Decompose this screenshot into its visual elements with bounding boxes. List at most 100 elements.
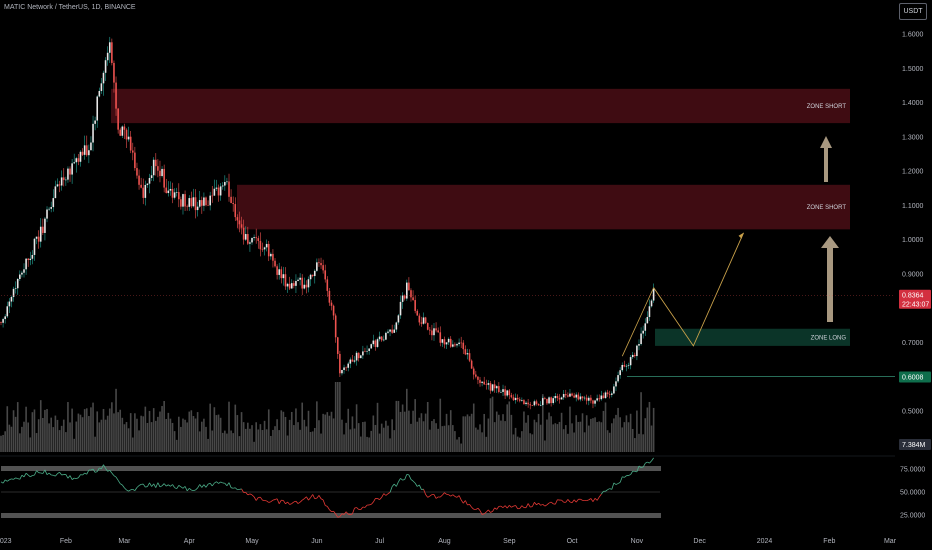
volume-bar — [533, 419, 536, 452]
rsi-segment — [205, 483, 209, 488]
rsi-segment — [369, 504, 372, 506]
rsi-segment — [174, 487, 177, 490]
rsi-segment — [630, 470, 634, 475]
volume-bar — [537, 413, 540, 452]
rsi-segment — [325, 505, 328, 507]
rsi-segment — [155, 482, 159, 488]
volume-bar — [600, 422, 603, 452]
rsi-segment — [107, 469, 110, 472]
volume-bar — [25, 406, 27, 452]
rsi-segment — [628, 474, 631, 476]
last-price-tag-text-0: 0.8364 — [902, 293, 924, 300]
candle-body — [372, 340, 375, 345]
volume-bar — [121, 417, 124, 452]
rsi-segment — [450, 494, 454, 497]
candle-body — [75, 158, 78, 163]
volume-bar — [113, 413, 115, 452]
rsi-segment — [4, 479, 8, 482]
candle-body — [52, 198, 55, 208]
volume-bar — [10, 426, 13, 452]
candle-body — [131, 150, 134, 153]
volume-bar — [481, 432, 483, 452]
candle-body — [339, 353, 341, 374]
volume-bar — [403, 411, 406, 452]
volume-bar — [295, 408, 297, 452]
candle-body — [242, 227, 245, 240]
rsi-segment — [78, 474, 81, 478]
volume-bar — [175, 439, 178, 452]
volume-bar — [154, 420, 157, 452]
candle-body — [288, 283, 291, 289]
volume-bar — [19, 433, 21, 452]
candle-body — [431, 330, 433, 336]
volume-bar — [458, 437, 460, 452]
candle-body — [186, 206, 188, 208]
rsi-segment — [170, 484, 173, 487]
candle-body — [481, 381, 483, 383]
volume-bar — [219, 417, 222, 452]
volume-bar — [173, 431, 176, 452]
candle-body — [309, 274, 312, 280]
candle-body — [437, 330, 439, 333]
volume-bar — [387, 425, 389, 452]
volume-bar — [303, 419, 306, 452]
volume-bar — [560, 412, 563, 452]
candle-body — [19, 274, 21, 279]
zone-label-2: ZONE LONG — [811, 335, 847, 341]
volume-bar — [477, 429, 479, 452]
volume-bar — [108, 408, 111, 452]
rsi-segment — [166, 484, 169, 487]
candle-body — [416, 310, 419, 316]
rsi-segment — [592, 498, 596, 502]
candle-body — [546, 398, 548, 404]
zone-short-0 — [111, 88, 850, 124]
rsi-segment — [176, 485, 180, 489]
time-tick-label: Mar — [884, 538, 897, 545]
volume-bar — [498, 414, 500, 452]
volume-bar — [571, 423, 573, 452]
volume-bar — [399, 411, 402, 452]
rsi-segment — [651, 457, 654, 462]
currency-button[interactable]: USDT — [899, 3, 927, 20]
candle-body — [439, 332, 442, 343]
candle-body — [500, 391, 502, 393]
volume-bar — [29, 437, 32, 452]
candle-body — [424, 317, 427, 323]
volume-bar — [182, 418, 184, 452]
candle-body — [163, 168, 165, 188]
rsi-segment — [145, 486, 148, 488]
rsi-segment — [486, 509, 489, 513]
rsi-segment — [538, 502, 541, 506]
candle-body — [594, 400, 596, 404]
volume-bar — [251, 425, 253, 452]
volume-bar — [52, 427, 55, 452]
rsi-segment — [494, 507, 497, 510]
rsi-segment — [456, 495, 460, 498]
rsi-segment — [7, 479, 10, 482]
candle-body — [426, 322, 429, 330]
rsi-segment — [153, 483, 157, 488]
candle-body — [502, 389, 504, 392]
candle-body — [272, 253, 274, 261]
rsi-segment — [605, 489, 608, 492]
projection-arrowhead — [738, 232, 744, 239]
volume-bar — [240, 412, 243, 452]
volume-bar — [336, 382, 339, 452]
rsi-segment — [2, 479, 6, 484]
volume-bar — [115, 388, 117, 452]
volume-bar — [305, 426, 308, 452]
candle-body — [23, 269, 25, 273]
volume-bar — [341, 419, 343, 452]
volume-bar — [416, 421, 419, 452]
candle-body — [403, 295, 406, 299]
volume-bar — [504, 421, 506, 452]
rsi-segment — [291, 501, 295, 504]
volume-bar — [278, 430, 281, 452]
candle-body — [0, 321, 2, 323]
rsi-band-lower — [1, 513, 661, 518]
rsi-segment — [385, 493, 389, 496]
rsi-segment — [299, 499, 303, 503]
candle-body — [399, 301, 402, 316]
rsi-segment — [360, 506, 364, 510]
